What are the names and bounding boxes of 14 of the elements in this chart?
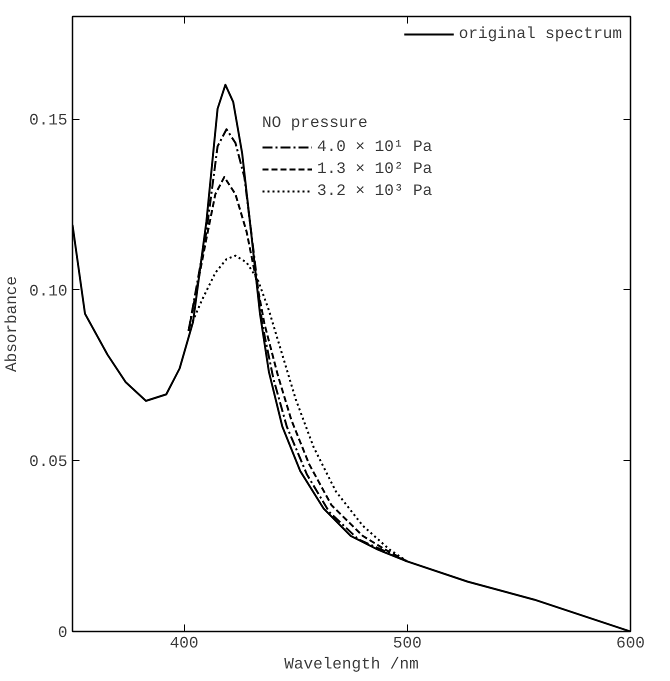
y-tick-label: 0: [58, 624, 68, 642]
y-axis-title: Absorbance: [3, 276, 22, 372]
y-tick-label: 0.05: [29, 453, 68, 472]
legend-label: original spectrum: [458, 25, 622, 43]
legend-label: 4.0 × 10¹ Pa: [317, 138, 432, 156]
y-tick-label: 0.10: [29, 282, 68, 300]
x-axis-title: Wavelength /nm: [284, 656, 419, 674]
legend-label: 3.2 × 10³ Pa: [317, 182, 432, 200]
x-tick-label: 600: [616, 634, 645, 652]
legend-title: NO pressure: [262, 114, 369, 132]
y-tick-label: 0.15: [29, 112, 68, 130]
x-tick-label: 400: [170, 634, 199, 652]
legend-label: 1.3 × 10² Pa: [317, 160, 432, 178]
x-tick-label: 500: [392, 634, 422, 652]
